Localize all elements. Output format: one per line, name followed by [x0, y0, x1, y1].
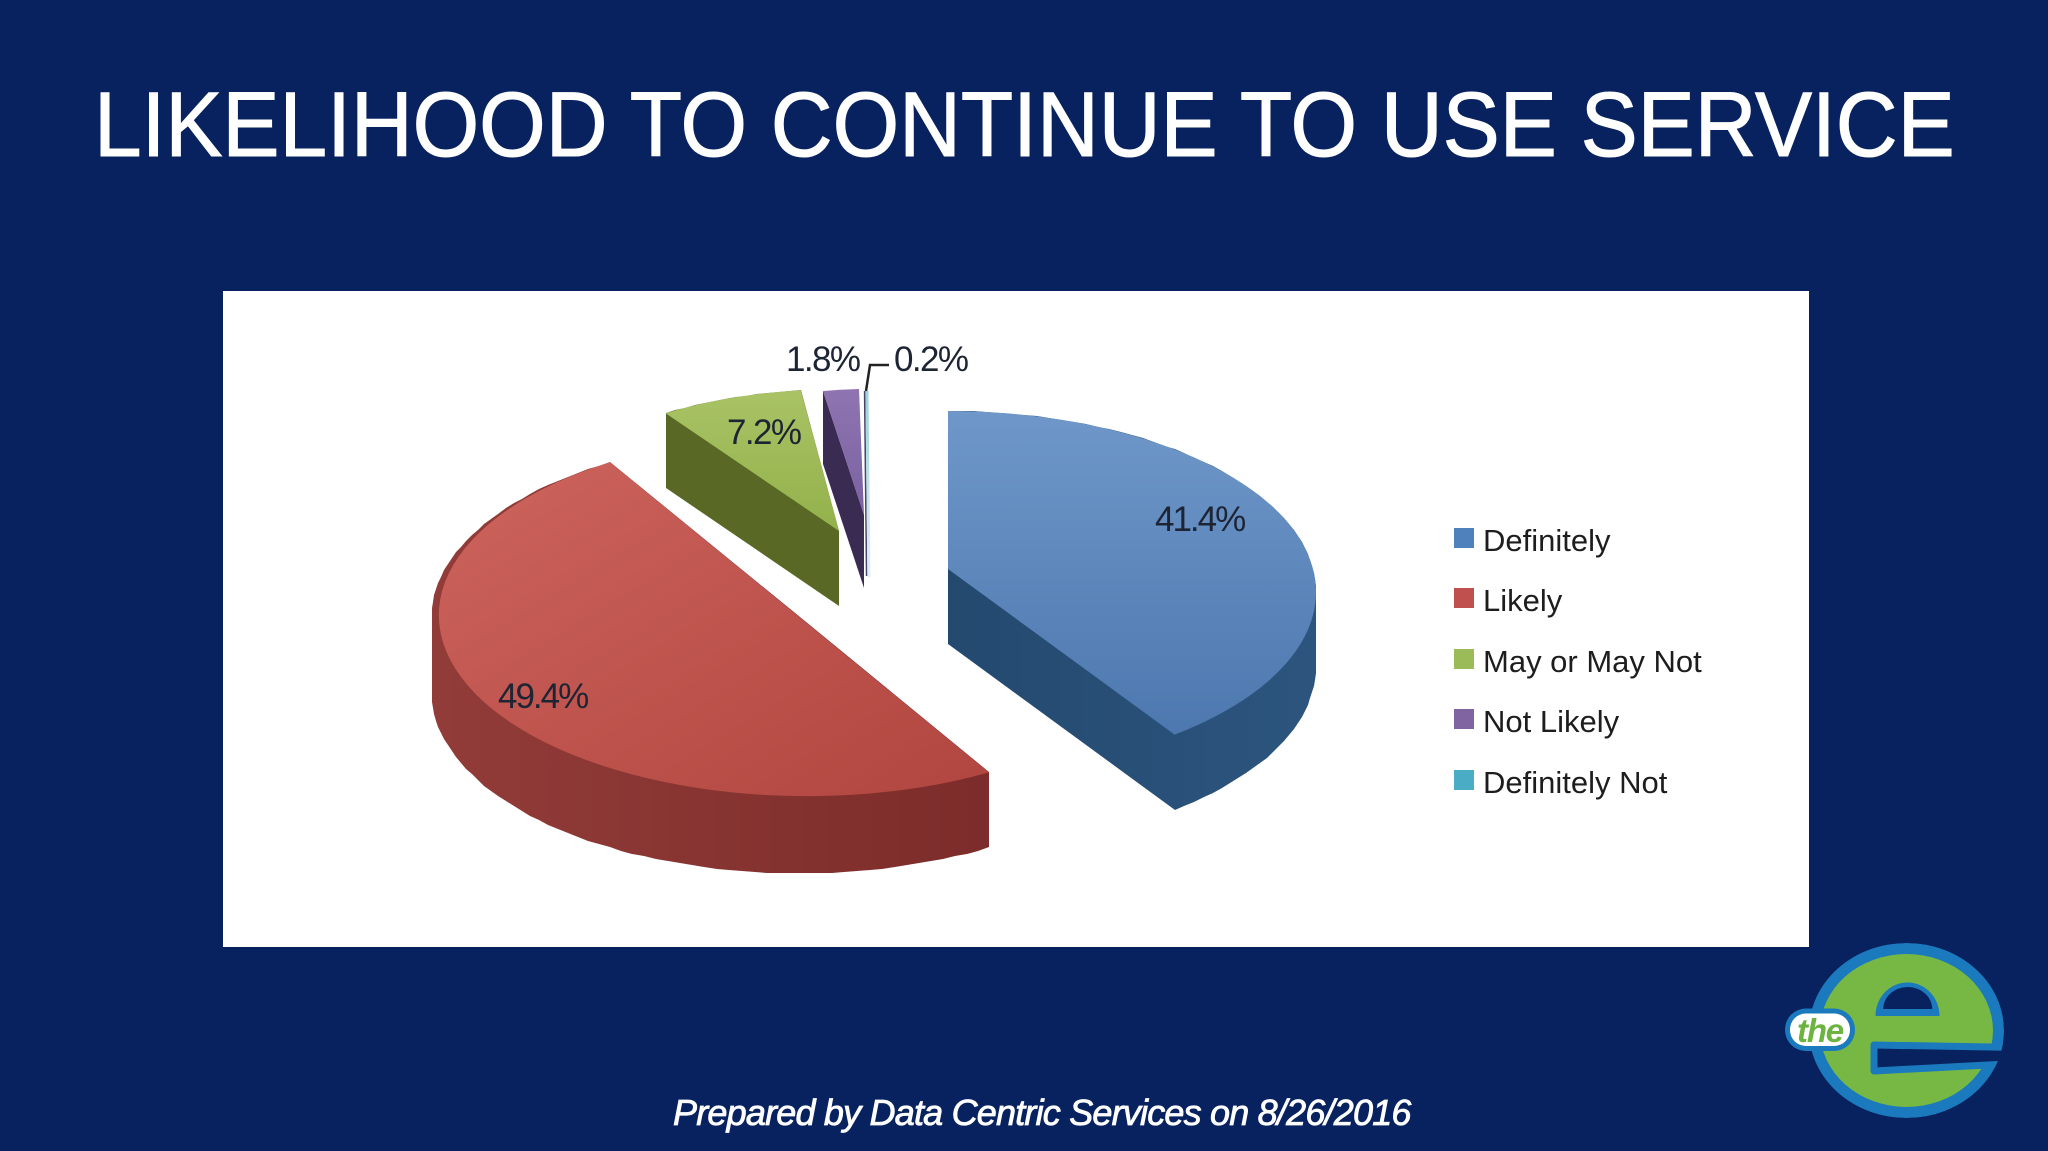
svg-text:the: the: [1797, 1012, 1844, 1049]
svg-text:7.2%: 7.2%: [727, 413, 801, 452]
svg-text:41.4%: 41.4%: [1155, 500, 1245, 539]
svg-text:1.8%: 1.8%: [786, 340, 860, 379]
svg-text:0.2%: 0.2%: [894, 340, 968, 379]
svg-text:49.4%: 49.4%: [498, 677, 588, 716]
